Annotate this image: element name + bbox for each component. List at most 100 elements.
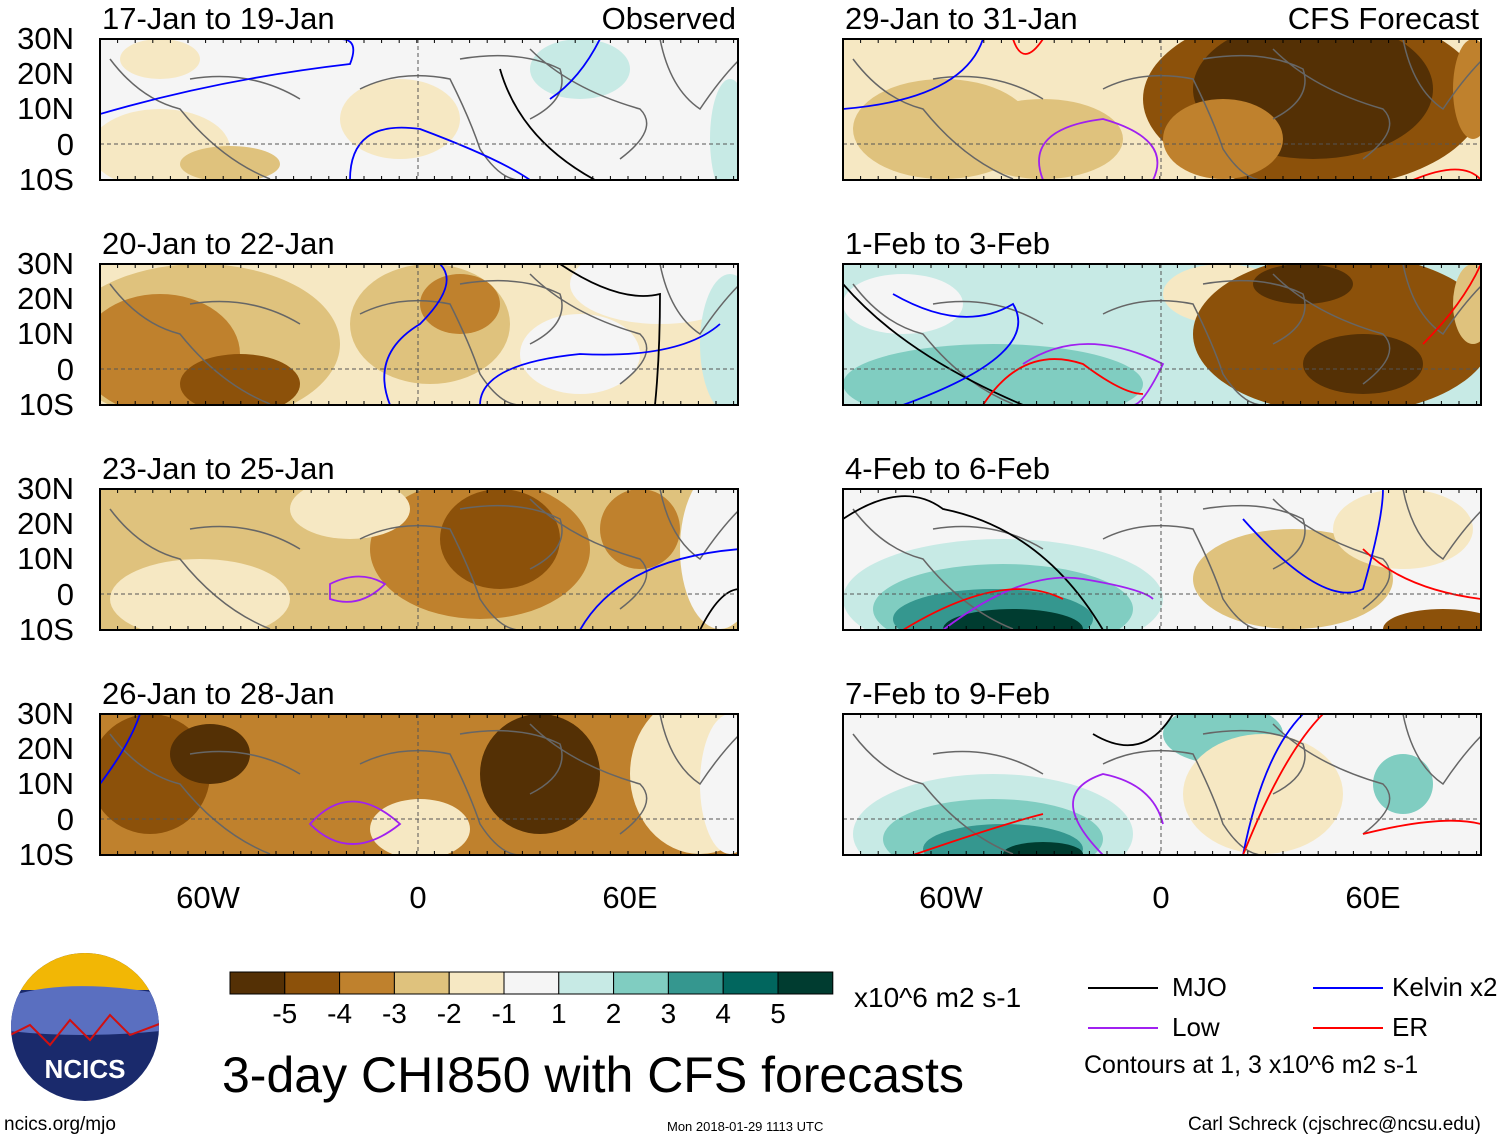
map-panel (99, 713, 739, 856)
panel-frame (842, 263, 1482, 406)
anomaly-region (963, 99, 1123, 179)
coastline (109, 489, 738, 630)
contour-line (1362, 819, 1481, 835)
colorbar-swatch (558, 971, 615, 995)
colorbar-swatch (777, 971, 834, 995)
map-panel (842, 713, 1482, 856)
lat-tick-label: 10S (18, 161, 74, 197)
panel-frame (99, 488, 739, 631)
anomaly-region (570, 264, 738, 324)
colorbar-tick-label: 3 (660, 998, 677, 1029)
anomaly-region (1373, 754, 1433, 814)
legend-low: Low (1172, 1012, 1220, 1042)
contour-line (383, 264, 448, 405)
colorbar-swatch (393, 971, 450, 995)
lat-tick-label: 30N (17, 471, 74, 506)
lon-tick-label: 60E (1345, 880, 1401, 915)
contour-line (982, 358, 1144, 405)
lat-tick-label: 10N (17, 91, 74, 127)
colorbar-tick-label: -2 (436, 998, 462, 1029)
contour-line (912, 813, 1044, 855)
lat-tick-label: 20N (17, 56, 74, 92)
anomaly-region (1183, 734, 1343, 854)
lat-tick-label: 30N (17, 696, 74, 731)
map-panel (99, 38, 739, 181)
colorbar-tick-label: -1 (491, 998, 517, 1029)
contour-line (1242, 714, 1304, 855)
anomaly-region (600, 489, 680, 569)
lat-tick-label: 10S (18, 836, 74, 872)
anomaly-region (290, 489, 410, 539)
colorbar-swatch (613, 971, 669, 995)
lat-tick-label: 0 (56, 351, 74, 387)
contour-line (843, 283, 1024, 405)
lon-tick-label: 60W (919, 880, 983, 915)
anomaly-region (700, 274, 738, 405)
lat-tick-label: 20N (17, 731, 74, 767)
anomaly-region (1333, 489, 1473, 569)
coastline (852, 264, 1481, 405)
anomaly-region (170, 724, 250, 784)
panel-frame (842, 713, 1482, 856)
contour-line (1242, 714, 1324, 855)
contour-line (549, 39, 601, 100)
lat-tick-label: 10N (17, 766, 74, 802)
colorbar-tick-label: -4 (327, 998, 353, 1029)
lat-tick-label: 20N (17, 281, 74, 317)
anomaly-region (1383, 609, 1481, 630)
lon-tick-label: 0 (409, 880, 427, 915)
contour-line (1022, 343, 1165, 405)
lat-tick-label: 0 (56, 801, 74, 837)
panel-title: 17-Jan to 19-Jan (102, 1, 335, 36)
contour-line (892, 293, 1020, 405)
anomaly-region (1453, 264, 1481, 344)
anomaly-region (843, 344, 1143, 405)
lat-tick-label: 0 (56, 576, 74, 612)
contour-line (699, 588, 738, 630)
contour-line (100, 714, 141, 785)
panel-type-label: Observed (601, 1, 736, 36)
source-url[interactable]: ncics.org/mjo (4, 1114, 116, 1135)
colorbar-tick-label: 5 (770, 998, 786, 1029)
map-panel (842, 488, 1482, 631)
contour-line (843, 39, 984, 110)
contour-line (349, 126, 531, 180)
contour-line (1092, 714, 1174, 747)
contour-line (1072, 773, 1164, 855)
panel-title: 26-Jan to 28-Jan (102, 676, 335, 711)
map-panel (842, 38, 1482, 181)
colorbar-tick-label: -3 (381, 998, 407, 1029)
panel-title: 1-Feb to 3-Feb (845, 226, 1051, 261)
colorbar-swatch (284, 971, 341, 995)
colorbar-tick-label: 1 (551, 998, 567, 1029)
panel-frame (99, 38, 739, 181)
contour-line (479, 323, 721, 405)
contour-line (579, 548, 738, 630)
panel-frame (842, 38, 1482, 181)
anomaly-region (1453, 39, 1481, 139)
map-panel (99, 488, 739, 631)
colorbar-units: x10^6 m2 s-1 (854, 982, 1022, 1013)
anomaly-region (370, 799, 470, 855)
anomaly-region (440, 489, 560, 589)
anomaly-region (1253, 264, 1353, 304)
lat-tick-label: 10S (18, 386, 74, 422)
colorbar-swatch (448, 971, 505, 995)
colorbar-swatch (229, 971, 286, 995)
panel-title: 23-Jan to 25-Jan (102, 451, 335, 486)
contour-line (1012, 39, 1044, 55)
legend-mjo: MJO (1172, 972, 1227, 1002)
lon-tick-label: 60E (602, 880, 658, 915)
colorbar-tick-label: -5 (272, 998, 298, 1029)
anomaly-region (480, 714, 600, 834)
colorbar-tick-label: 4 (715, 998, 731, 1029)
panel-title: 7-Feb to 9-Feb (845, 676, 1051, 711)
legend-er: ER (1392, 1012, 1429, 1042)
map-panel (99, 263, 739, 406)
timestamp: Mon 2018-01-29 1113 UTC (667, 1119, 824, 1134)
colorbar-swatch (503, 971, 560, 995)
contour-line (499, 68, 596, 180)
anomaly-region (710, 79, 738, 180)
lat-tick-label: 20N (17, 506, 74, 542)
